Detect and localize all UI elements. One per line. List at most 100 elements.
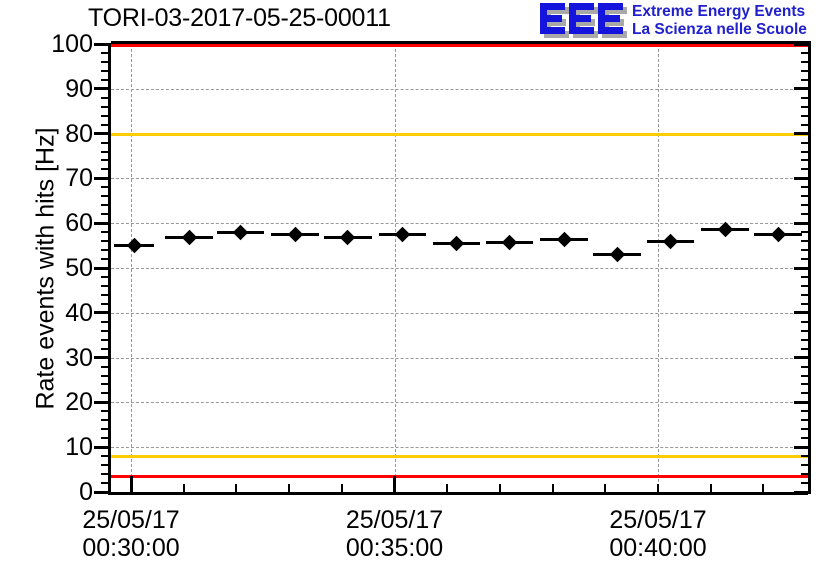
y-tick-minor-right <box>801 347 811 350</box>
y-tick-major <box>94 445 111 449</box>
y-tick-minor-right <box>801 69 811 72</box>
y-tick-minor-right <box>801 482 811 485</box>
x-tick-label-date: 25/05/17 <box>82 506 180 534</box>
y-tick-major <box>94 176 111 180</box>
y-tick-major <box>94 311 111 315</box>
y-tick-minor <box>101 347 111 350</box>
y-tick-minor <box>101 159 111 162</box>
logo-letter-e-1 <box>540 3 569 38</box>
y-tick-minor-right <box>801 329 811 332</box>
y-tick-major-right <box>794 42 811 46</box>
y-axis-tick-labels: 0 10 20 30 40 50 60 70 80 90 100 <box>8 32 93 505</box>
x-tick-minor <box>604 484 607 495</box>
y-tick-minor-right <box>801 123 811 126</box>
y-tick-minor-right <box>801 240 811 243</box>
y-tick-minor-right <box>801 159 811 162</box>
y-tick-minor <box>101 51 111 54</box>
reference-line-upper-warning-yellow <box>111 132 808 136</box>
gridline-horizontal <box>111 268 808 269</box>
y-tick-major-right <box>794 87 811 91</box>
y-tick-minor <box>101 284 111 287</box>
data-point-marker <box>717 222 733 238</box>
y-tick-minor-right <box>801 249 811 252</box>
data-point-marker <box>448 236 465 252</box>
y-tick-minor-right <box>801 141 811 144</box>
x-tick-minor <box>182 484 185 495</box>
data-point-marker <box>181 229 197 246</box>
x-tick-label: 25/05/17 00:30:00 <box>36 506 226 562</box>
x-tick-minor <box>657 484 660 495</box>
y-tick-minor <box>101 410 111 413</box>
y-tick-minor-right <box>801 258 811 261</box>
gridline-horizontal <box>111 402 808 404</box>
y-tick-minor <box>101 168 111 171</box>
y-tick-minor <box>101 105 111 108</box>
y-tick-minor-right <box>801 302 811 305</box>
y-tick-minor-right <box>801 365 811 368</box>
y-tick-minor <box>101 141 111 144</box>
reference-line-lower-limit-red <box>111 475 808 479</box>
x-tick-minor <box>446 484 449 495</box>
x-tick-minor <box>235 484 238 495</box>
y-tick-minor-right <box>801 150 811 153</box>
y-tick-minor-right <box>801 419 811 422</box>
data-point-marker <box>501 234 518 250</box>
y-tick-minor <box>101 213 111 216</box>
y-tick-minor-right <box>801 51 811 54</box>
y-tick-major <box>94 266 111 270</box>
eee-logo-mark <box>540 3 627 38</box>
x-tick-minor <box>551 484 554 495</box>
y-tick-label: 20 <box>65 388 93 417</box>
data-point-marker <box>556 231 572 248</box>
y-tick-major-right <box>794 356 811 360</box>
data-point-marker <box>232 224 249 240</box>
gridline-vertical <box>131 44 132 492</box>
y-tick-minor <box>101 320 111 323</box>
y-tick-minor-right <box>801 60 811 63</box>
y-tick-major <box>94 42 111 46</box>
y-tick-major-right <box>794 445 811 449</box>
x-tick-minor <box>762 484 765 495</box>
y-tick-minor-right <box>801 464 811 467</box>
y-tick-minor-right <box>801 428 811 431</box>
data-point-marker <box>126 237 142 254</box>
y-tick-major <box>94 490 111 494</box>
y-tick-minor <box>101 383 111 386</box>
y-tick-minor <box>101 60 111 63</box>
y-tick-minor <box>101 428 111 431</box>
gridline-horizontal <box>111 357 808 359</box>
y-tick-minor <box>101 473 111 476</box>
y-tick-major-right <box>794 311 811 315</box>
y-tick-minor-right <box>801 320 811 323</box>
y-tick-minor <box>101 195 111 198</box>
y-tick-minor-right <box>801 275 811 278</box>
y-tick-minor-right <box>801 392 811 395</box>
y-tick-minor-right <box>801 293 811 296</box>
x-tick-label-date: 25/05/17 <box>609 506 707 534</box>
y-tick-major-right <box>794 132 811 136</box>
x-axis-tick-labels: 25/05/17 00:30:00 25/05/17 00:35:00 25/05/17… <box>82 492 808 572</box>
y-tick-major <box>94 132 111 136</box>
y-tick-minor <box>101 240 111 243</box>
y-tick-minor-right <box>801 195 811 198</box>
y-tick-minor <box>101 275 111 278</box>
x-tick-major <box>129 476 133 495</box>
y-tick-minor-right <box>801 105 811 108</box>
logo-text-line1: Extreme Energy Events <box>632 3 806 20</box>
data-point-marker <box>662 233 679 250</box>
page-title: TORI-03-2017-05-25-00011 <box>88 4 391 32</box>
gridline-horizontal <box>111 223 808 225</box>
y-tick-minor <box>101 464 111 467</box>
y-tick-minor <box>101 455 111 458</box>
y-tick-minor <box>101 249 111 252</box>
y-tick-minor-right <box>801 78 811 81</box>
data-point-marker <box>287 226 303 243</box>
y-tick-minor <box>101 69 111 72</box>
y-tick-label: 70 <box>65 164 93 193</box>
x-tick-minor <box>288 484 291 495</box>
x-tick-label: 25/05/17 00:40:00 <box>563 506 753 562</box>
y-tick-minor <box>101 78 111 81</box>
x-tick-label-time: 00:40:00 <box>609 534 707 562</box>
y-tick-minor <box>101 96 111 99</box>
